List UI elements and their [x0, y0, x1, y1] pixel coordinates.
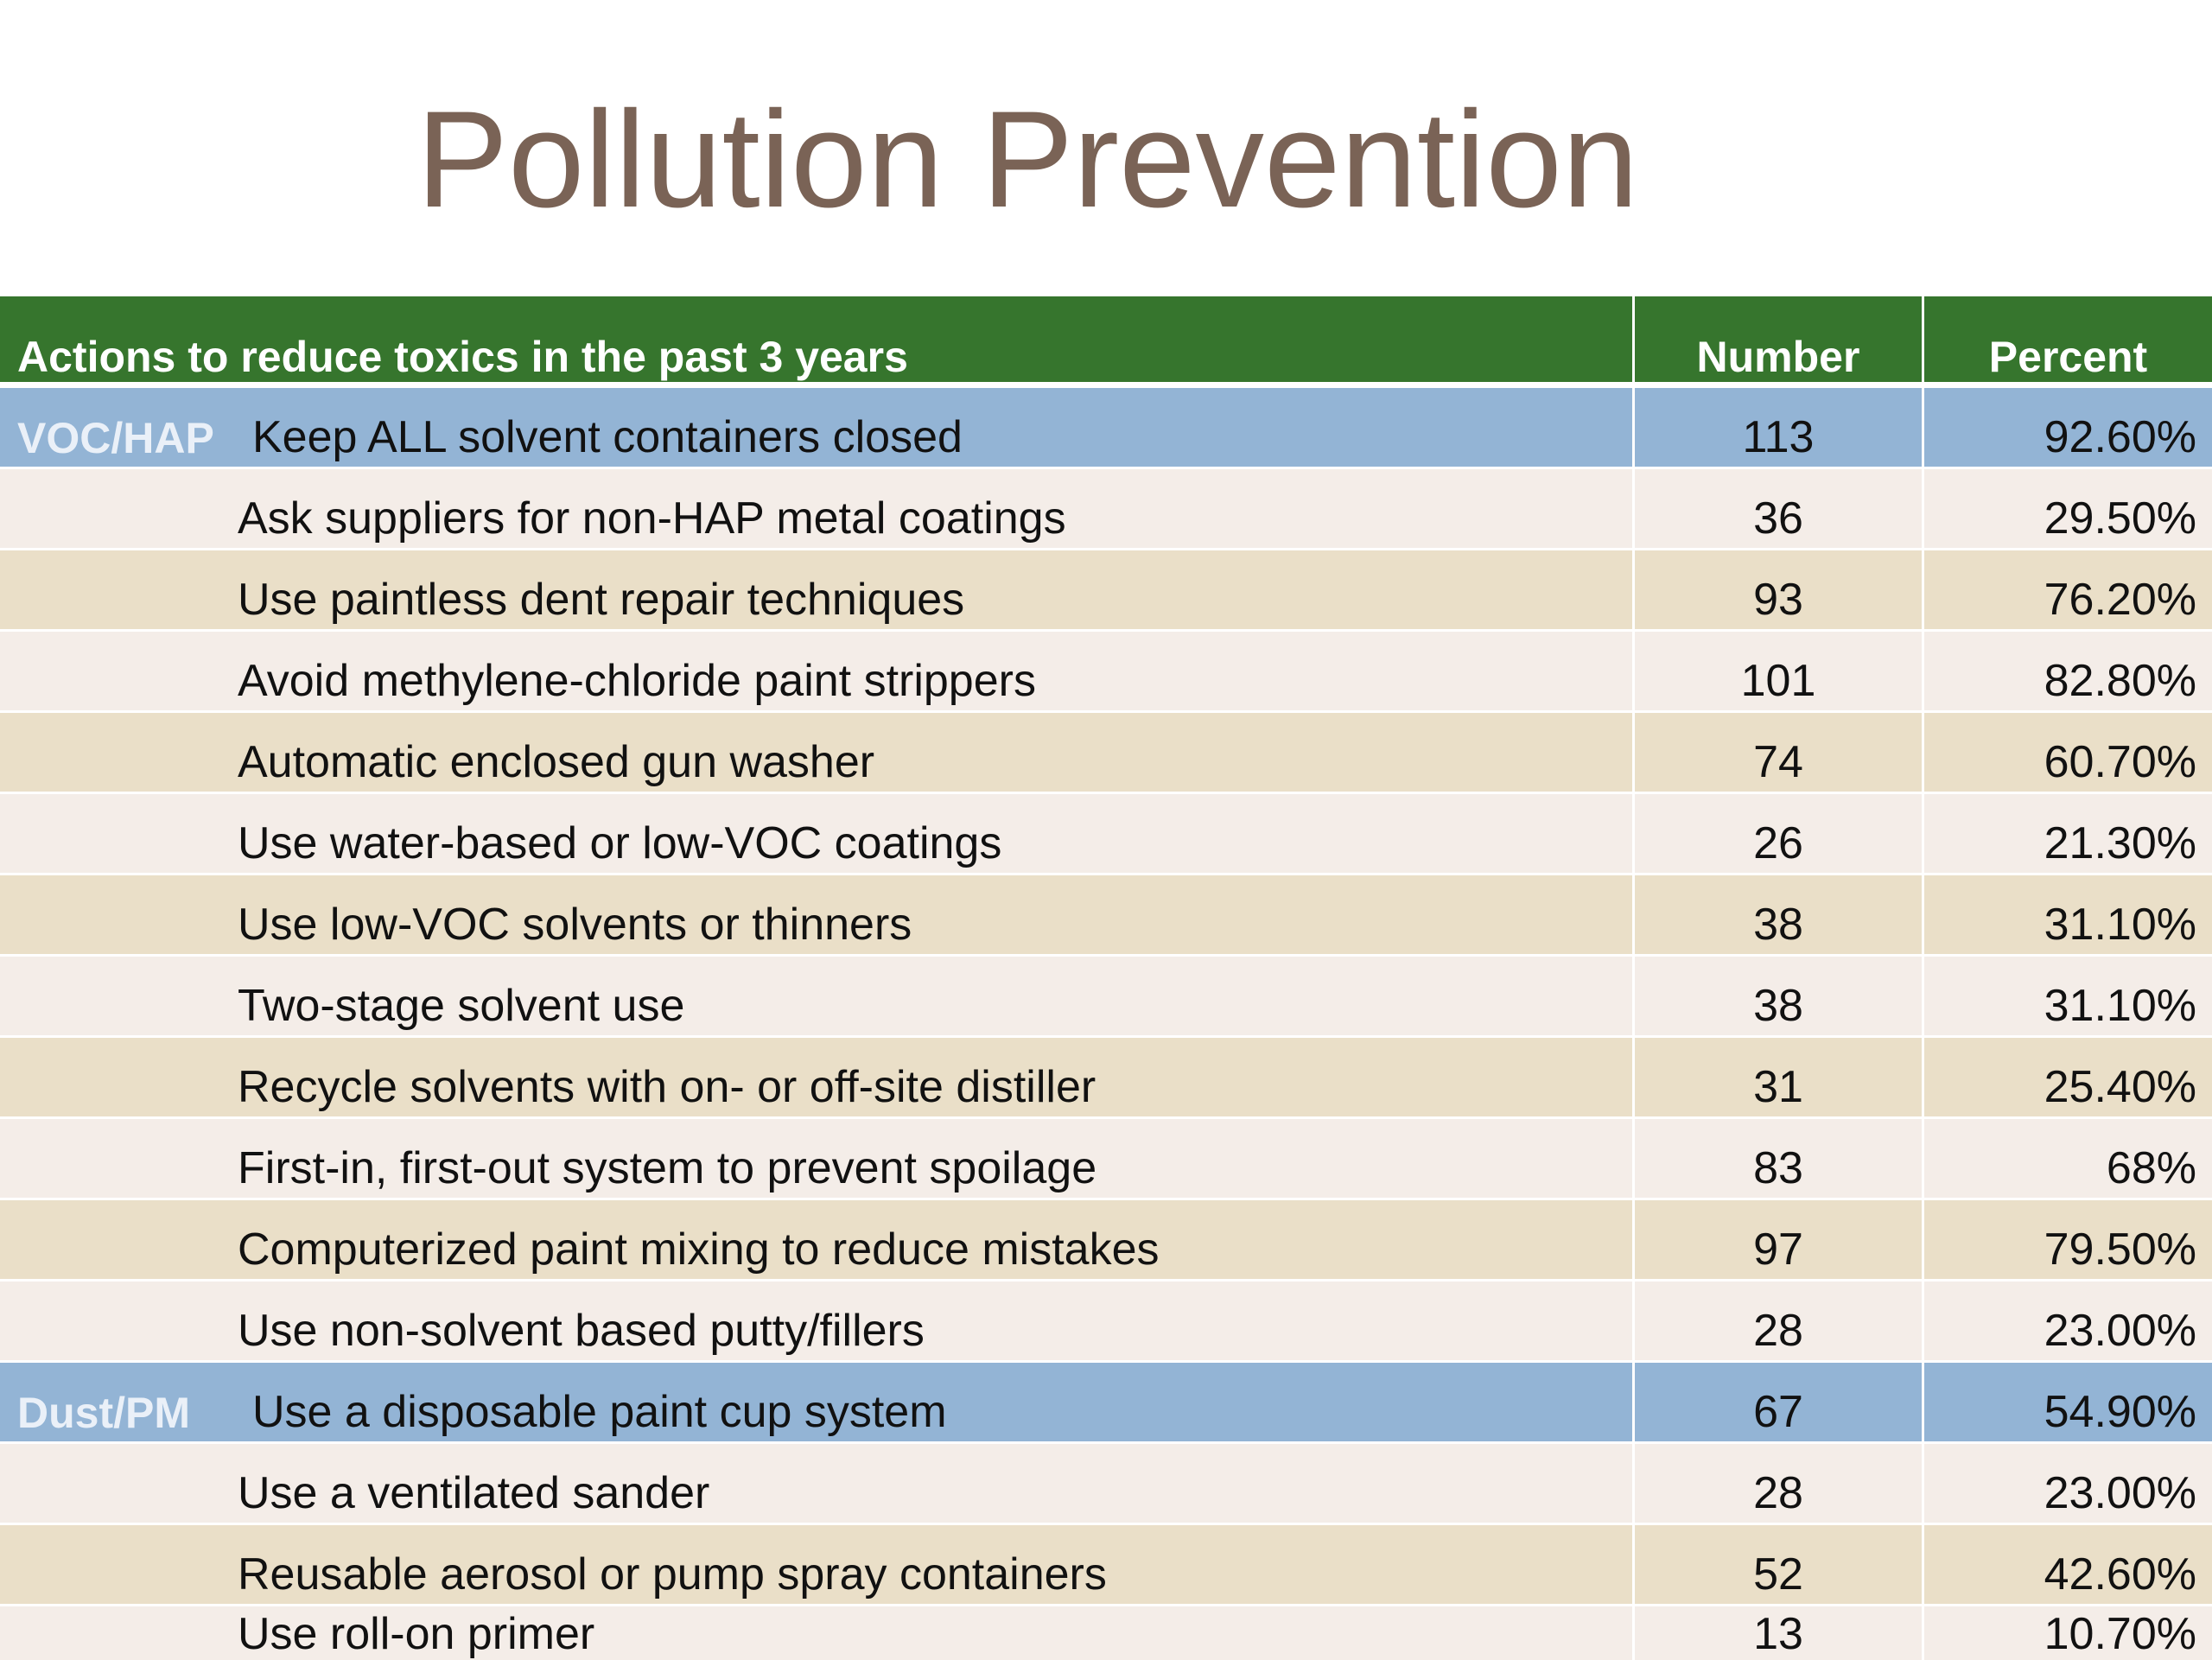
- action-text: Use paintless dent repair techniques: [238, 575, 965, 625]
- percent-cell: 60.70%: [1924, 713, 2212, 792]
- action-text: Two-stage solvent use: [238, 981, 685, 1031]
- action-cell: Use non-solvent based putty/fillers: [0, 1282, 1635, 1360]
- table-row: Use roll-on primer 13 10.70%: [0, 1606, 2212, 1660]
- percent-cell: 31.10%: [1924, 875, 2212, 954]
- number-cell: 28: [1635, 1282, 1924, 1360]
- table-row: Two-stage solvent use 38 31.10%: [0, 957, 2212, 1038]
- percent-cell: 21.30%: [1924, 794, 2212, 873]
- table-row: Use non-solvent based putty/fillers 28 23.…: [0, 1282, 2212, 1363]
- number-cell: 28: [1635, 1444, 1924, 1523]
- percent-cell: 25.40%: [1924, 1038, 2212, 1116]
- percent-cell: 76.20%: [1924, 550, 2212, 629]
- action-cell: Ask suppliers for non-HAP metal coatings: [0, 469, 1635, 548]
- number-cell: 67: [1635, 1363, 1924, 1441]
- action-text: Use low-VOC solvents or thinners: [238, 900, 912, 950]
- header-number: Number: [1635, 296, 1924, 382]
- number-cell: 101: [1635, 632, 1924, 710]
- action-text: Reusable aerosol or pump spray container…: [238, 1549, 1107, 1600]
- action-text: Avoid methylene-chloride paint strippers: [238, 656, 1036, 706]
- actions-table: Actions to reduce toxics in the past 3 y…: [0, 296, 2212, 1660]
- table-row: Use water-based or low-VOC coatings 26 21.…: [0, 794, 2212, 875]
- number-cell: 83: [1635, 1119, 1924, 1198]
- action-text: Ask suppliers for non-HAP metal coatings: [238, 493, 1066, 544]
- table-row-category: VOC/HAP Keep ALL solvent containers close…: [0, 388, 2212, 469]
- number-cell: 31: [1635, 1038, 1924, 1116]
- table-row-category: Dust/PM Use a disposable paint cup system…: [0, 1363, 2212, 1444]
- action-cell: Use roll-on primer: [0, 1606, 1635, 1660]
- number-cell: 13: [1635, 1606, 1924, 1660]
- percent-cell: 10.70%: [1924, 1606, 2212, 1660]
- header-percent: Percent: [1924, 296, 2212, 382]
- table-row: Recycle solvents with on- or off-site di…: [0, 1038, 2212, 1119]
- number-cell: 113: [1635, 388, 1924, 467]
- page-title: Pollution Prevention: [416, 82, 1639, 236]
- percent-cell: 82.80%: [1924, 632, 2212, 710]
- table-row: Use paintless dent repair techniques 93 76…: [0, 550, 2212, 632]
- action-cell: Reusable aerosol or pump spray container…: [0, 1525, 1635, 1604]
- action-cell: Two-stage solvent use: [0, 957, 1635, 1035]
- number-cell: 38: [1635, 957, 1924, 1035]
- action-text: Computerized paint mixing to reduce mist…: [238, 1224, 1160, 1275]
- header-action: Actions to reduce toxics in the past 3 y…: [0, 296, 1635, 382]
- action-cell: Dust/PM Use a disposable paint cup system: [0, 1363, 1635, 1441]
- action-text: Automatic enclosed gun washer: [238, 737, 875, 787]
- number-cell: 26: [1635, 794, 1924, 873]
- percent-cell: 23.00%: [1924, 1282, 2212, 1360]
- category-label: VOC/HAP: [17, 414, 214, 462]
- number-cell: 38: [1635, 875, 1924, 954]
- action-cell: Avoid methylene-chloride paint strippers: [0, 632, 1635, 710]
- action-text: First-in, first-out system to prevent sp…: [238, 1143, 1097, 1193]
- percent-cell: 92.60%: [1924, 388, 2212, 467]
- table-row: First-in, first-out system to prevent sp…: [0, 1119, 2212, 1200]
- action-cell: Recycle solvents with on- or off-site di…: [0, 1038, 1635, 1116]
- table-row: Use low-VOC solvents or thinners 38 31.10%: [0, 875, 2212, 957]
- table-row: Ask suppliers for non-HAP metal coatings…: [0, 469, 2212, 550]
- action-cell: Use water-based or low-VOC coatings: [0, 794, 1635, 873]
- action-text: Use roll-on primer: [238, 1609, 595, 1659]
- number-cell: 52: [1635, 1525, 1924, 1604]
- action-cell: First-in, first-out system to prevent sp…: [0, 1119, 1635, 1198]
- percent-cell: 54.90%: [1924, 1363, 2212, 1441]
- number-cell: 36: [1635, 469, 1924, 548]
- table-body: VOC/HAP Keep ALL solvent containers close…: [0, 388, 2212, 1660]
- action-text: Use water-based or low-VOC coatings: [238, 818, 1002, 868]
- action-cell: Use low-VOC solvents or thinners: [0, 875, 1635, 954]
- number-cell: 93: [1635, 550, 1924, 629]
- table-row: Automatic enclosed gun washer 74 60.70%: [0, 713, 2212, 794]
- category-label: Dust/PM: [17, 1389, 190, 1437]
- table-row: Reusable aerosol or pump spray container…: [0, 1525, 2212, 1606]
- percent-cell: 23.00%: [1924, 1444, 2212, 1523]
- action-text: Use a disposable paint cup system: [252, 1387, 947, 1437]
- percent-cell: 68%: [1924, 1119, 2212, 1198]
- table-row: Use a ventilated sander 28 23.00%: [0, 1444, 2212, 1525]
- action-cell: Computerized paint mixing to reduce mist…: [0, 1200, 1635, 1279]
- table-row: Avoid methylene-chloride paint strippers…: [0, 632, 2212, 713]
- percent-cell: 79.50%: [1924, 1200, 2212, 1279]
- action-cell: Automatic enclosed gun washer: [0, 713, 1635, 792]
- action-text: Keep ALL solvent containers closed: [252, 412, 963, 462]
- action-text: Use non-solvent based putty/fillers: [238, 1306, 925, 1356]
- percent-cell: 31.10%: [1924, 957, 2212, 1035]
- action-text: Recycle solvents with on- or off-site di…: [238, 1062, 1096, 1112]
- number-cell: 74: [1635, 713, 1924, 792]
- number-cell: 97: [1635, 1200, 1924, 1279]
- table-header-row: Actions to reduce toxics in the past 3 y…: [0, 296, 2212, 388]
- percent-cell: 42.60%: [1924, 1525, 2212, 1604]
- action-cell: Use a ventilated sander: [0, 1444, 1635, 1523]
- table-row: Computerized paint mixing to reduce mist…: [0, 1200, 2212, 1282]
- action-cell: VOC/HAP Keep ALL solvent containers close…: [0, 388, 1635, 467]
- action-cell: Use paintless dent repair techniques: [0, 550, 1635, 629]
- percent-cell: 29.50%: [1924, 469, 2212, 548]
- action-text: Use a ventilated sander: [238, 1468, 710, 1518]
